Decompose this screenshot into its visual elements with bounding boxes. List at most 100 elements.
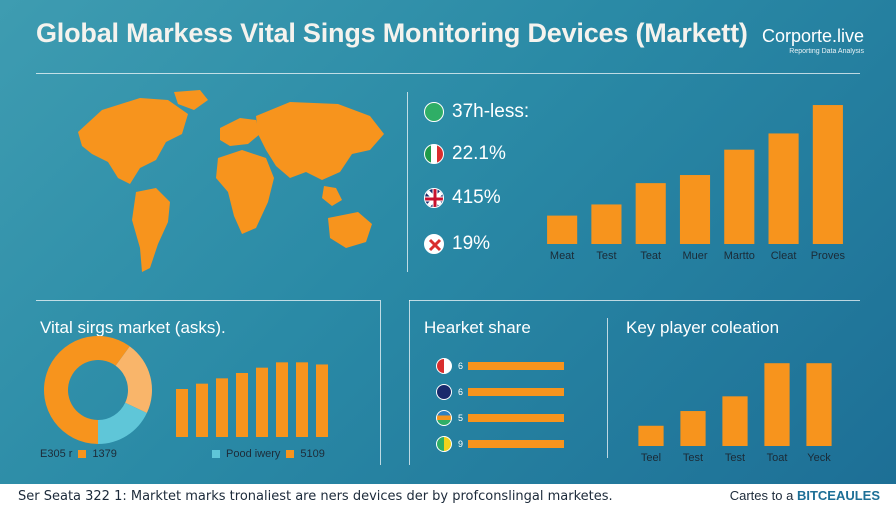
footer-caption: Ser Seata 322 1: Marktet marks tronalies…: [18, 489, 613, 504]
bar-2: [635, 183, 666, 244]
x-tick-label: Teel: [641, 452, 661, 464]
top-bar-chart: Meat Test Teat Muer Martto Cleat Proves: [547, 105, 846, 262]
share-bar: [468, 362, 565, 370]
x-tick-label: Toat: [767, 452, 788, 464]
stat-value: 37h-less:: [452, 101, 530, 122]
legend-orange-swatch-2: [286, 450, 295, 458]
south-america-shape: [132, 188, 170, 272]
bar-5: [276, 362, 288, 437]
x-tick-label: Test: [596, 250, 616, 262]
market-mini-bar-chart: [176, 362, 328, 437]
bar-6: [296, 362, 308, 437]
stat-row: 415%: [424, 186, 501, 210]
bar-2: [722, 396, 748, 446]
x-tick-label: Cleat: [771, 250, 797, 262]
brand-subtitle: Reporting Data Analysis: [789, 48, 864, 55]
bar-4: [806, 363, 832, 446]
tricolor-flag-icon: [436, 410, 452, 426]
lower-left-divider: [36, 300, 380, 301]
pie-legend: E305 r 1379: [40, 448, 117, 460]
stat-value: 19%: [452, 233, 491, 254]
legend-teal-swatch: [212, 450, 220, 458]
green-yellow-flag-icon: [436, 436, 452, 452]
x-tick-label: Teat: [640, 250, 661, 262]
bar-3: [679, 175, 711, 244]
brand-logo: Corporte.live Reporting Data Analysis: [762, 26, 864, 55]
share-num: 6: [458, 361, 464, 371]
legend-right-value: 5109: [300, 448, 325, 460]
bar-3: [764, 363, 790, 446]
share-section-label: Hearket share: [424, 318, 531, 337]
bar-1: [196, 383, 208, 437]
bar-0: [638, 425, 664, 446]
market-section-label: Vital sirgs market (asks).: [40, 318, 226, 337]
share-num: 6: [458, 387, 464, 397]
x-flag-icon: [424, 234, 444, 254]
credit-prefix: Cartes to a: [729, 488, 794, 503]
bar-legend: Pood iwery 5109: [212, 448, 325, 460]
share-bar: [468, 388, 565, 396]
uk-flag-icon: [424, 188, 444, 208]
x-tick-label: Meat: [550, 250, 574, 262]
infographic-panel: Global Markess Vital Sings Monitoring De…: [0, 0, 896, 484]
bar-1: [591, 204, 622, 244]
red-white-flag-icon: [436, 358, 452, 374]
share-row: 6: [436, 384, 565, 400]
legend-mid-text: 1379: [92, 448, 117, 460]
lower-mid-vertical-divider: [409, 300, 410, 465]
stat-row: 19%: [424, 232, 490, 256]
key-player-bar-chart: Teel Test Test Toat Yeck: [638, 363, 832, 464]
italy-flag-icon: [424, 144, 444, 164]
lower-right-divider: [409, 300, 860, 301]
bar-2: [216, 378, 228, 437]
stat-value: 22.1%: [452, 143, 506, 164]
share-bar: [468, 440, 565, 448]
bar-6: [812, 105, 843, 245]
stat-row: 37h-less:: [424, 100, 529, 124]
stat-row: 22.1%: [424, 142, 506, 166]
australia-shape: [328, 212, 372, 248]
x-tick-label: Test: [725, 452, 745, 464]
page-title: Global Markess Vital Sings Monitoring De…: [36, 18, 748, 48]
stat-value: 415%: [452, 187, 501, 208]
share-row: 9: [436, 436, 565, 452]
bar-3: [236, 373, 248, 437]
lower-left-vertical-divider: [380, 300, 381, 465]
key-player-section-label: Key player coleation: [626, 318, 780, 337]
share-row: 5: [436, 410, 565, 426]
top-vertical-divider: [407, 92, 408, 272]
legend-right-text: Pood iwery: [226, 448, 281, 460]
bar-4: [724, 149, 755, 244]
legend-left-text: E305 r: [40, 448, 73, 460]
world-map: [78, 90, 384, 272]
pie-slice-0: [43, 336, 130, 444]
greenland-shape: [174, 90, 208, 110]
bar-5: [768, 133, 799, 244]
x-tick-label: Muer: [682, 250, 707, 262]
brand-name: Corporte.live: [761, 26, 864, 46]
navy-triangle-flag-icon: [436, 384, 452, 400]
x-tick-label: Martto: [724, 250, 755, 262]
market-pie-chart: [43, 336, 152, 444]
legend-orange-swatch: [78, 450, 87, 458]
bar-0: [176, 389, 188, 437]
bar-7: [316, 364, 328, 437]
bar-4: [256, 367, 268, 437]
share-bar: [468, 414, 565, 422]
north-america-shape: [78, 98, 188, 184]
share-vertical-divider: [607, 318, 608, 458]
share-num: 9: [458, 439, 464, 449]
africa-shape: [216, 150, 274, 234]
x-tick-label: Proves: [811, 250, 846, 262]
southeast-asia-shape: [322, 186, 342, 206]
x-tick-label: Yeck: [807, 452, 831, 464]
green-circle-flag-icon: [424, 102, 444, 122]
europe-shape: [220, 118, 260, 146]
share-row: 6: [436, 358, 565, 374]
bar-1: [680, 411, 706, 446]
footer-credit: Cartes to a BITCEAULES: [730, 488, 880, 503]
bar-0: [547, 215, 578, 244]
share-num: 5: [458, 413, 464, 423]
credit-brand: BITCEAULES: [796, 488, 880, 503]
pie-slice-2: [98, 402, 147, 444]
